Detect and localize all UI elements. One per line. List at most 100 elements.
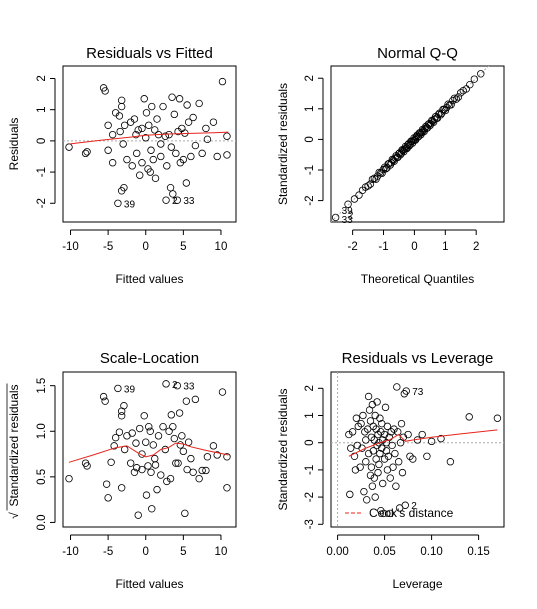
plot-panel-2: Normal Q-Q Theoretical Quantiles Standardi… [276, 45, 505, 286]
data-point [134, 126, 142, 134]
plot-title: Residuals vs Fitted [86, 45, 213, 62]
data-point [184, 118, 193, 126]
x-tick-label: 5 [180, 241, 186, 253]
data-point [223, 151, 231, 159]
y-tick-label: -1 [304, 465, 316, 475]
x-tick-label: 0.05 [373, 546, 395, 558]
y-tick-label: 0.0 [36, 514, 48, 530]
data-point [175, 409, 184, 417]
data-point [189, 113, 197, 122]
data-point [182, 179, 191, 187]
data-point [83, 462, 91, 470]
x-tick-label: 0 [143, 546, 149, 558]
data-point [65, 474, 73, 483]
data-point [364, 392, 373, 401]
data-point [153, 485, 161, 494]
data-point [368, 482, 377, 490]
data-point [454, 93, 463, 101]
plot-frame [330, 65, 505, 223]
data-point [115, 428, 124, 436]
data-point [373, 398, 381, 406]
data-point [355, 191, 363, 199]
point-label: 33 [183, 382, 195, 393]
data-point [130, 115, 139, 123]
data-point [153, 115, 161, 123]
data-point [142, 134, 150, 142]
data-point [138, 465, 146, 474]
data-point [102, 480, 111, 488]
data-point [163, 162, 171, 170]
y-tick-label: 0 [36, 138, 48, 144]
data-point [466, 80, 474, 89]
data-point [449, 96, 457, 105]
point-label: 2 [172, 380, 178, 391]
data-point [110, 442, 118, 450]
plot-frame [330, 371, 505, 528]
data-point [142, 438, 150, 446]
plot-area [331, 66, 494, 222]
y-tick-label: 1 [36, 106, 48, 112]
data-point [182, 397, 191, 405]
data-point [427, 437, 436, 446]
plot-panel-1: Residuals vs Fitted Fitted values Residual… [7, 45, 237, 286]
data-point [157, 471, 165, 479]
x-tick-label: 10 [215, 241, 228, 253]
y-tick-label: -2 [304, 492, 316, 502]
data-point [167, 143, 176, 151]
data-point [174, 459, 182, 467]
data-point [138, 450, 146, 458]
data-point [366, 180, 375, 188]
data-point [120, 183, 128, 192]
data-point [367, 433, 376, 441]
data-point [465, 413, 473, 421]
y-tick-label: -2 [36, 198, 48, 208]
data-point [370, 474, 378, 482]
data-point [104, 146, 112, 154]
data-point [146, 168, 154, 176]
point-label: 33 [183, 196, 195, 207]
data-point [345, 430, 353, 439]
data-point [470, 75, 479, 83]
data-point [374, 468, 382, 477]
data-point [446, 458, 455, 466]
point-label: 2 [348, 210, 354, 221]
data-point [151, 461, 160, 469]
x-axis-label: Fitted values [115, 272, 183, 286]
data-point [120, 402, 128, 410]
data-point [104, 121, 112, 129]
data-point [209, 442, 218, 450]
data-point [170, 110, 179, 119]
data-point [81, 149, 90, 158]
data-point [144, 462, 152, 470]
data-point [402, 387, 410, 395]
data-point [172, 149, 180, 158]
data-point [367, 463, 376, 471]
data-point [149, 155, 157, 164]
data-point [218, 77, 227, 86]
data-point [477, 70, 485, 78]
data-point [183, 465, 191, 474]
x-tick-label: 5 [180, 546, 186, 558]
data-point [142, 491, 151, 499]
point-label: 39 [124, 199, 136, 210]
sqrt-symbol: √ [7, 512, 21, 519]
data-point [165, 427, 173, 435]
data-point [389, 463, 397, 471]
data-point [359, 411, 367, 420]
data-point [447, 101, 455, 109]
y-axis-label: Standardized residuals [276, 388, 290, 510]
data-point [115, 112, 124, 120]
data-point [369, 422, 378, 431]
data-point [390, 157, 398, 165]
data-point [101, 87, 109, 95]
smoother-line [68, 131, 229, 145]
data-point [344, 200, 352, 208]
data-point [120, 121, 129, 129]
data-point [418, 430, 426, 439]
data-point [386, 509, 394, 518]
data-point [356, 463, 364, 471]
y-tick-label: 0.5 [36, 469, 48, 485]
data-point [189, 468, 197, 476]
y-tick-label: -3 [304, 519, 316, 529]
data-point [136, 171, 144, 179]
